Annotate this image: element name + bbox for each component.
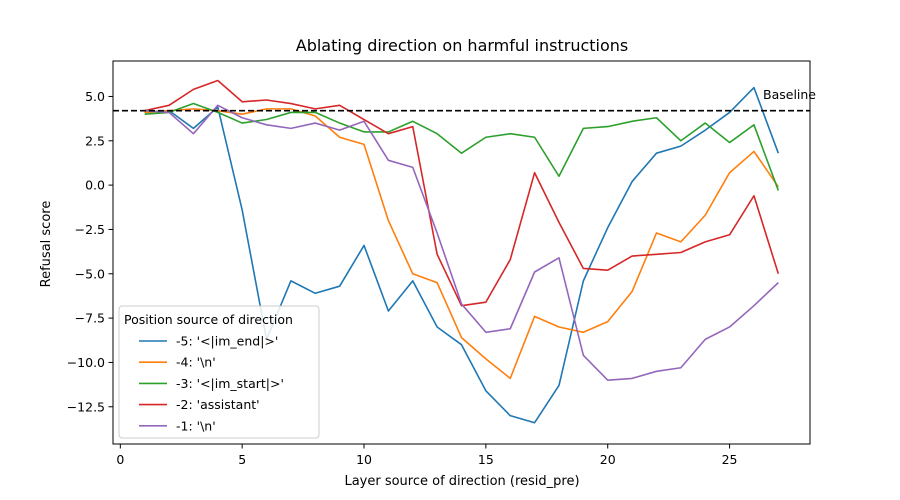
x-tick-label: 25 [722, 452, 738, 467]
legend-box [118, 305, 320, 439]
legend-entry-3: -3: '<|im_start|>' [176, 376, 284, 391]
x-tick-label: 5 [238, 452, 246, 467]
plot-area: 0 5 10 15 20 25 5.0 2.5 0.0 −2.5 −5.0 −7.5 −10.0 −12.… [67, 60, 816, 467]
chart-title: Ablating direction on harmful instructio… [296, 36, 629, 55]
y-tick-label: −2.5 [75, 222, 105, 237]
y-tick-label: −12.5 [67, 399, 105, 414]
x-tick-label: 20 [600, 452, 616, 467]
y-tick-label: −10.0 [67, 355, 105, 370]
legend-entry-4: -2: 'assistant' [176, 397, 260, 412]
x-tick-label: 0 [116, 452, 124, 467]
legend-entry-5: -1: '\n' [176, 418, 216, 433]
y-tick-label: −5.0 [75, 266, 105, 281]
baseline-label: Baseline [763, 87, 816, 102]
series-line-1 [144, 86, 780, 424]
x-tick-label: 10 [356, 452, 372, 467]
x-tick-label: 15 [478, 452, 494, 467]
y-tick-label: 0.0 [85, 178, 105, 193]
y-axis-label: Refusal score [39, 201, 54, 288]
series-line-2 [144, 108, 779, 380]
x-axis-label: Layer source of direction (resid_pre) [344, 474, 579, 489]
y-tick-label: 5.0 [85, 89, 105, 104]
series-line-4 [144, 79, 780, 307]
y-tick-label: 2.5 [85, 133, 105, 148]
legend-entry-2: -4: '\n' [176, 355, 216, 370]
series-line-3 [144, 102, 780, 191]
y-tick-label: −7.5 [75, 311, 105, 326]
legend-entry-1: -5: '<|im_end|>' [176, 334, 278, 349]
axes-frame [112, 60, 811, 445]
series-line-5 [144, 104, 779, 381]
legend-title: Position source of direction [124, 312, 293, 327]
